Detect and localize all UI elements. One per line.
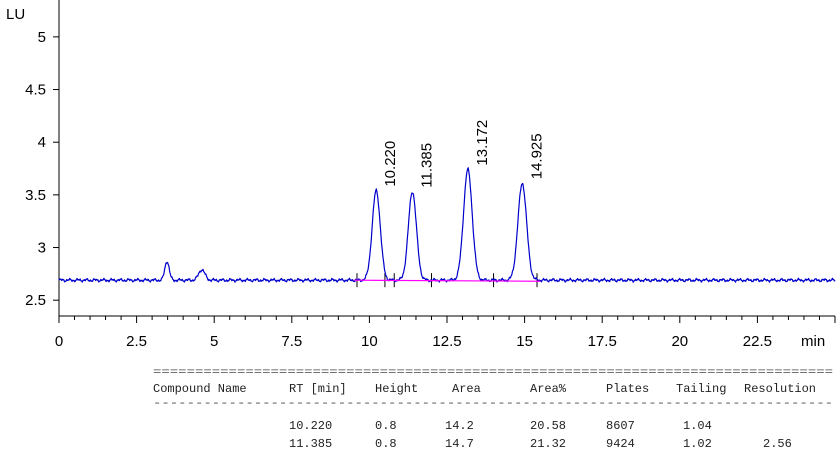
y-tick-label: 2.5 bbox=[25, 292, 46, 309]
peak-labels: 10.220 11.385 13.172 14.925 bbox=[382, 120, 545, 188]
y-tick-label: 3 bbox=[38, 240, 46, 257]
table-cell: 8607 bbox=[606, 419, 635, 433]
peak-rt-label: 10.220 bbox=[382, 141, 399, 187]
table-separator-bottom: ----------------------------------------… bbox=[153, 398, 833, 410]
table-header-cell: Tailing bbox=[676, 382, 726, 396]
table-cell: 14.7 bbox=[445, 437, 474, 451]
y-axis-unit-label: LU bbox=[6, 6, 25, 23]
table-header-cell: RT [min] bbox=[289, 382, 347, 396]
table-cell: 2.56 bbox=[763, 437, 792, 451]
table-header-cell: Plates bbox=[606, 382, 649, 396]
table-cell: 0.8 bbox=[375, 437, 397, 451]
x-tick-label: 2.5 bbox=[126, 333, 147, 350]
table-separator-top: ========================================… bbox=[153, 367, 833, 379]
x-tick-label: 20 bbox=[671, 333, 688, 350]
chart-ticks: 2.5 3 3.5 4 4.5 5 0 2.5 5 7.5 10 12.5 15 17.5 20 22.5 bbox=[25, 29, 836, 350]
x-tick-label: 5 bbox=[210, 333, 218, 350]
table-cell: 1.02 bbox=[683, 437, 712, 451]
table-header-cell: Compound Name bbox=[153, 382, 247, 396]
table-header-cell: Area bbox=[452, 382, 481, 396]
table-row: 10.220 0.8 14.2 20.58 8607 1.04 bbox=[289, 419, 712, 433]
table-cell: 9424 bbox=[606, 437, 635, 451]
y-tick-label: 3.5 bbox=[25, 187, 46, 204]
x-axis-unit-label: min bbox=[801, 333, 825, 350]
table-header-cell: Resolution bbox=[744, 382, 816, 396]
peak-rt-label: 11.385 bbox=[418, 143, 435, 188]
integration-baseline bbox=[353, 279, 541, 282]
peak-rt-label: 13.172 bbox=[474, 120, 491, 166]
table-header-cell: Area% bbox=[530, 382, 567, 396]
y-tick-label: 5 bbox=[38, 29, 46, 46]
table-body: 10.220 0.8 14.2 20.58 8607 1.04 11.385 0.8 14.7 2… bbox=[289, 419, 792, 451]
table-cell: 14.2 bbox=[445, 419, 474, 433]
table-cell: 11.385 bbox=[289, 437, 332, 451]
table-header-cell: Height bbox=[375, 382, 418, 396]
x-tick-label: 17.5 bbox=[588, 333, 617, 350]
table-row: 11.385 0.8 14.7 21.32 9424 1.02 2.56 bbox=[289, 437, 792, 451]
x-tick-label: 22.5 bbox=[743, 333, 772, 350]
chart-lines bbox=[58, 166, 836, 284]
table-cell: 1.04 bbox=[683, 419, 712, 433]
y-tick-label: 4 bbox=[38, 134, 46, 151]
y-tick-label: 4.5 bbox=[25, 82, 46, 99]
table-cell: 21.32 bbox=[530, 437, 566, 451]
x-tick-label: 10 bbox=[361, 333, 378, 350]
x-tick-label: 15 bbox=[516, 333, 533, 350]
table-cell: 20.58 bbox=[530, 419, 566, 433]
table-header-row: Compound Name RT [min] Height Area Area% Plat… bbox=[153, 382, 816, 396]
x-tick-label: 12.5 bbox=[432, 333, 461, 350]
peak-rt-label: 14.925 bbox=[528, 133, 545, 179]
table-cell: 0.8 bbox=[375, 419, 397, 433]
table-cell: 10.220 bbox=[289, 419, 332, 433]
x-tick-label: 0 bbox=[55, 333, 63, 350]
x-tick-label: 7.5 bbox=[281, 333, 302, 350]
